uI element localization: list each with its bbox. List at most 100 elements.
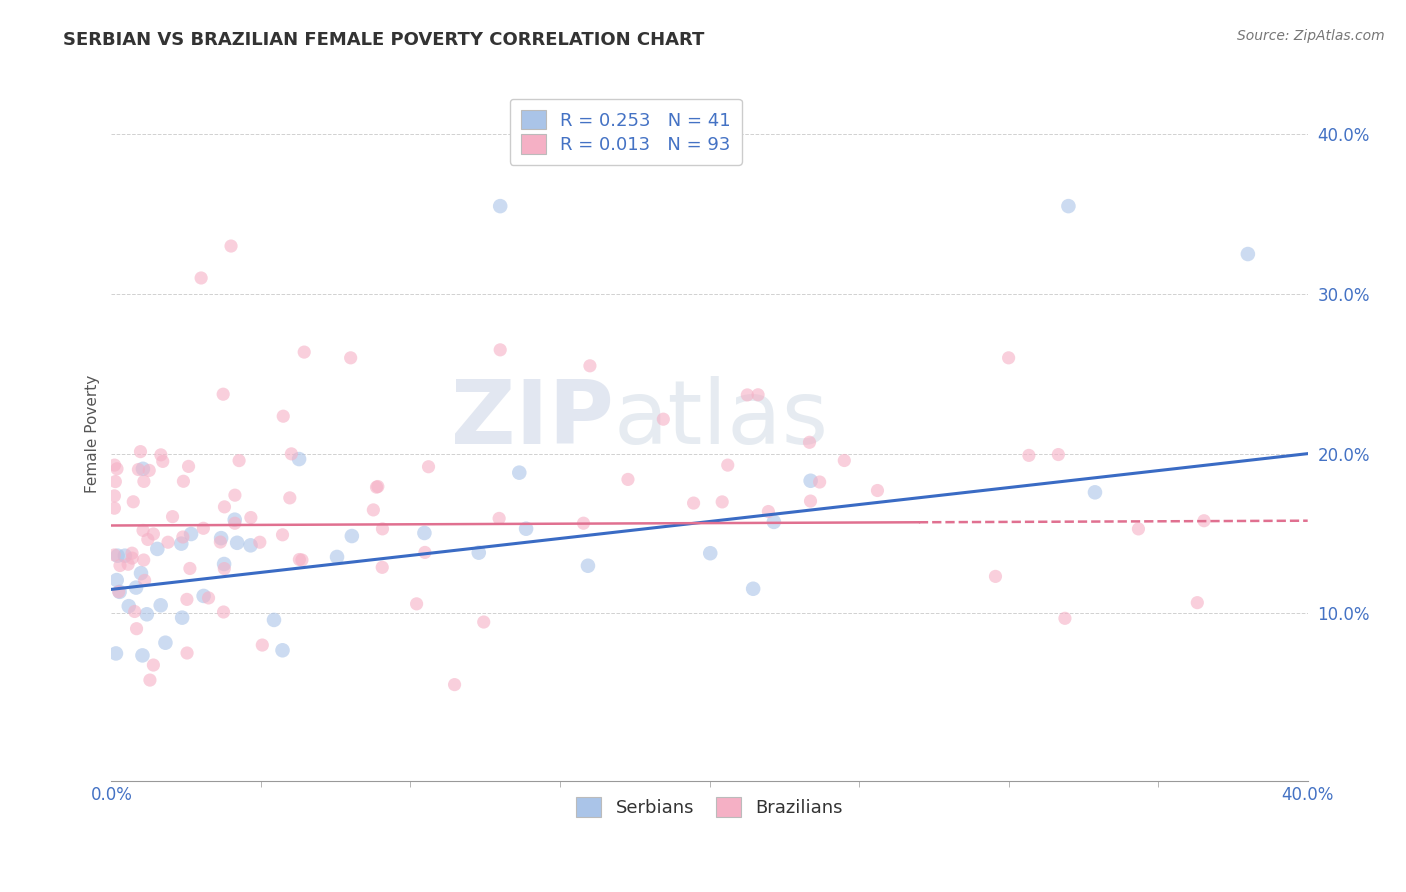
Y-axis label: Female Poverty: Female Poverty bbox=[86, 375, 100, 492]
Point bbox=[146, 541, 169, 556]
Point bbox=[142, 658, 165, 673]
Point bbox=[197, 591, 219, 605]
Point bbox=[138, 463, 160, 477]
Point bbox=[366, 480, 388, 494]
Point bbox=[224, 488, 246, 502]
Point bbox=[617, 472, 640, 486]
Point bbox=[280, 447, 302, 461]
Point bbox=[114, 549, 136, 563]
Point bbox=[682, 496, 704, 510]
Point bbox=[800, 474, 823, 488]
Point bbox=[172, 610, 194, 624]
Point bbox=[157, 535, 180, 549]
Point bbox=[149, 448, 172, 462]
Point bbox=[103, 489, 125, 503]
Point bbox=[252, 638, 274, 652]
Point bbox=[105, 573, 128, 587]
Point bbox=[717, 458, 740, 472]
Point bbox=[127, 462, 149, 476]
Point bbox=[152, 454, 174, 468]
Point bbox=[131, 648, 153, 663]
Text: ZIP: ZIP bbox=[451, 376, 614, 463]
Point bbox=[172, 475, 194, 489]
Point bbox=[121, 551, 143, 566]
Point bbox=[162, 509, 184, 524]
Point bbox=[239, 510, 262, 524]
Point bbox=[489, 199, 512, 213]
Point bbox=[172, 530, 194, 544]
Point bbox=[121, 546, 143, 560]
Point bbox=[742, 582, 765, 596]
Point bbox=[108, 558, 131, 573]
Point bbox=[1057, 199, 1080, 213]
Point bbox=[129, 444, 152, 458]
Point bbox=[288, 452, 311, 467]
Point bbox=[108, 584, 131, 599]
Point bbox=[170, 536, 193, 550]
Point bbox=[984, 569, 1007, 583]
Point bbox=[224, 513, 246, 527]
Point bbox=[107, 549, 129, 563]
Point bbox=[1192, 514, 1215, 528]
Point bbox=[104, 475, 127, 489]
Point bbox=[226, 536, 249, 550]
Point bbox=[132, 553, 155, 567]
Point bbox=[249, 535, 271, 549]
Point bbox=[371, 522, 394, 536]
Point bbox=[572, 516, 595, 531]
Point bbox=[579, 359, 602, 373]
Point bbox=[179, 561, 201, 575]
Point bbox=[413, 526, 436, 541]
Point bbox=[103, 501, 125, 516]
Point bbox=[292, 345, 315, 359]
Point bbox=[103, 548, 125, 562]
Point bbox=[488, 511, 510, 525]
Point bbox=[489, 343, 512, 357]
Point bbox=[271, 528, 294, 542]
Point bbox=[134, 574, 156, 588]
Point bbox=[711, 495, 734, 509]
Point bbox=[209, 531, 232, 545]
Point bbox=[125, 581, 148, 595]
Point bbox=[1237, 247, 1260, 261]
Point bbox=[278, 491, 301, 505]
Text: atlas: atlas bbox=[614, 376, 830, 463]
Point bbox=[105, 462, 128, 476]
Point bbox=[219, 239, 242, 253]
Point bbox=[443, 678, 465, 692]
Point bbox=[1187, 596, 1209, 610]
Point bbox=[149, 599, 172, 613]
Point bbox=[326, 549, 349, 564]
Point bbox=[508, 466, 530, 480]
Point bbox=[737, 388, 759, 402]
Point bbox=[1053, 611, 1076, 625]
Point bbox=[288, 552, 311, 566]
Point bbox=[214, 561, 236, 575]
Point bbox=[104, 647, 127, 661]
Point bbox=[363, 503, 385, 517]
Point bbox=[997, 351, 1019, 365]
Point bbox=[747, 388, 769, 402]
Point bbox=[405, 597, 427, 611]
Point bbox=[136, 533, 159, 547]
Point bbox=[124, 605, 146, 619]
Point bbox=[291, 553, 314, 567]
Legend: Serbians, Brazilians: Serbians, Brazilians bbox=[569, 789, 851, 824]
Point bbox=[652, 412, 675, 426]
Point bbox=[117, 558, 139, 572]
Point bbox=[103, 458, 125, 472]
Point bbox=[762, 515, 785, 529]
Point bbox=[122, 495, 145, 509]
Point bbox=[699, 546, 721, 560]
Point bbox=[799, 435, 821, 450]
Point bbox=[472, 615, 495, 629]
Point bbox=[1128, 522, 1150, 536]
Point bbox=[808, 475, 831, 489]
Point bbox=[129, 566, 152, 581]
Point bbox=[367, 479, 389, 493]
Point bbox=[271, 643, 294, 657]
Point bbox=[193, 521, 215, 535]
Point bbox=[142, 527, 165, 541]
Point bbox=[212, 605, 235, 619]
Point bbox=[339, 351, 361, 365]
